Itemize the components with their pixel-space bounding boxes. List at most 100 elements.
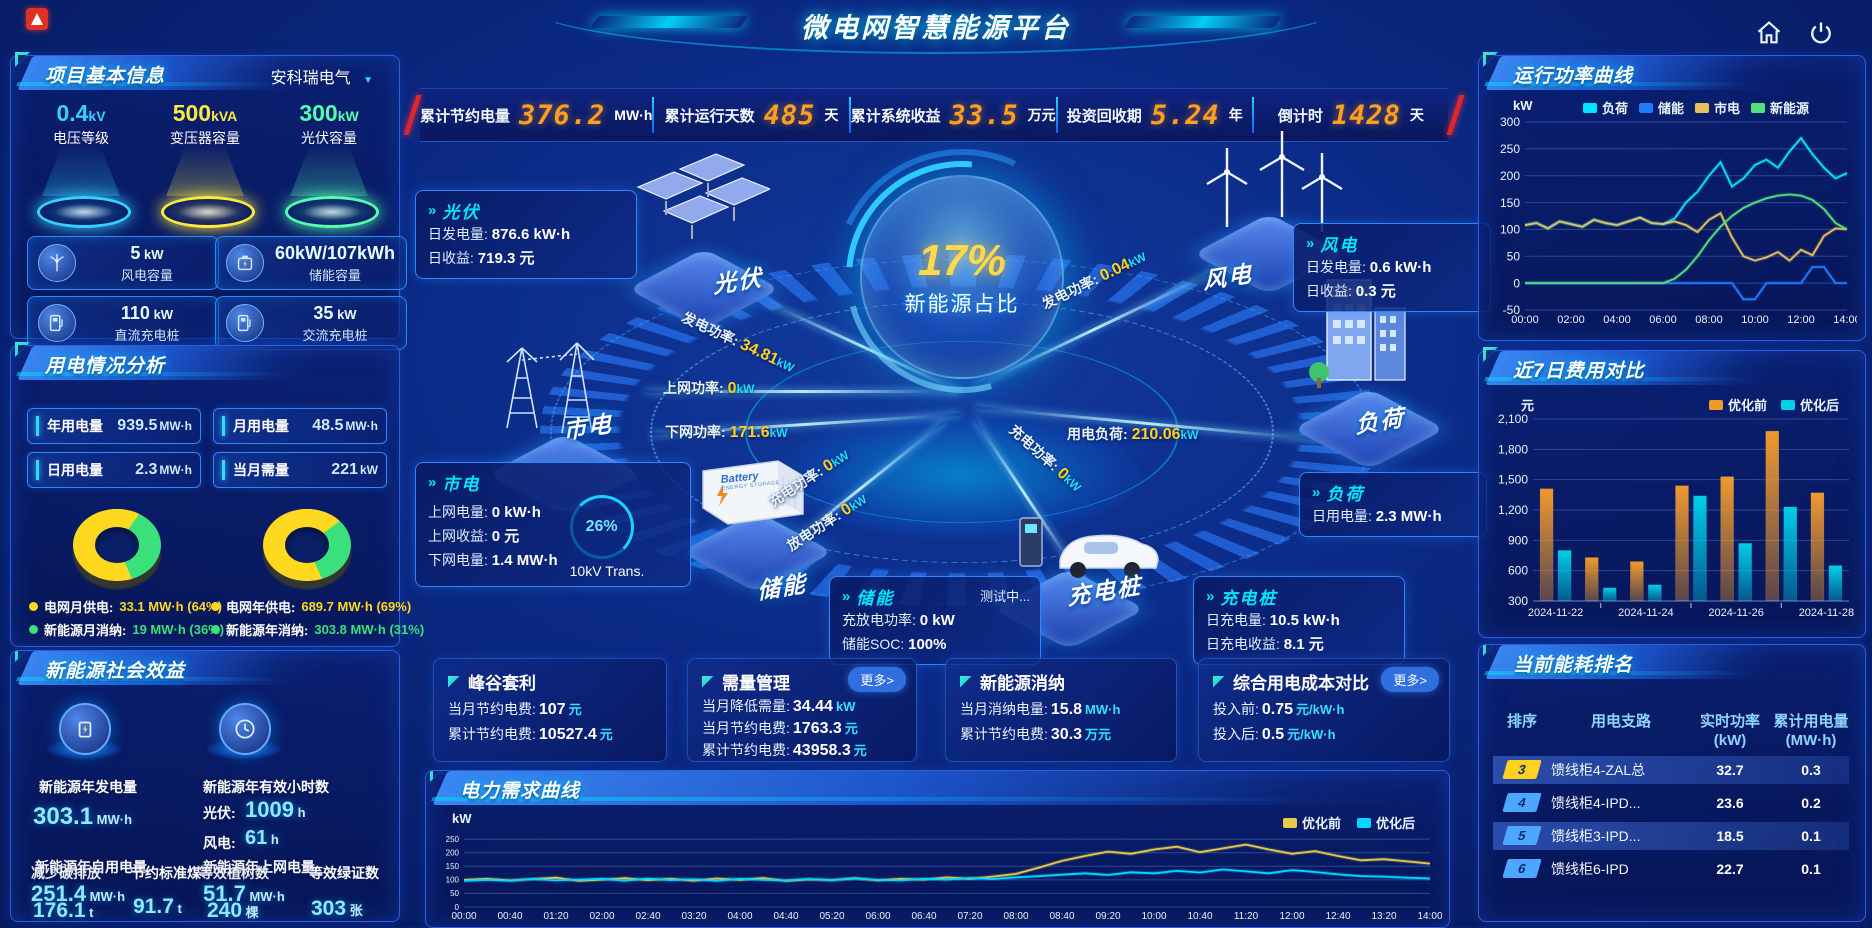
title-wing-right [1123,16,1283,28]
panel-corner-icon [702,675,714,688]
svg-text:06:00: 06:00 [865,911,890,922]
row-label: 下网电量: [428,552,492,568]
more-button[interactable]: 更多> [848,667,906,692]
row-label: 累计节约电费: [960,726,1048,742]
cost-legend-item[interactable]: 优化后 [1780,395,1839,414]
legend-value: 689.7 MW·h (69%) [301,599,412,614]
usage-legend-item[interactable]: 新能源年消纳: 303.8 MW·h (31%) [211,620,424,639]
info-card-title: » 市电 [428,470,678,495]
row-value: 0 kW [919,612,955,629]
dc-charger-icon [38,304,76,342]
info-card-row: 日收益: 0.3 元 [1306,280,1478,304]
project-stat-label: 直流充电桩 [114,327,180,343]
benefit-card: 综合用电成本对比 更多> 投入前: 0.75 元/kW·h 投入后: 0.5 元/kW·h [1198,658,1450,762]
info-card-row: 下网电量: 1.4 MW·h [428,549,558,573]
podium-item: 300kW 光伏容量 [269,100,389,148]
svg-text:50: 50 [450,889,459,898]
svg-text:10:00: 10:00 [1141,911,1166,922]
usage-stat-label: 当月需量 [233,462,289,478]
legend-label: 新能源 [1770,101,1810,116]
row-value: 1763.3 [792,720,842,737]
kpi-value: 5.24 [1150,99,1220,131]
svg-text:200: 200 [446,849,460,858]
table-row[interactable]: 4 馈线柜4-IPD... 23.6 0.2 [1493,789,1849,817]
cost-compare-title: 近7日费用对比 [1513,361,1645,382]
rank-badge: 5 [1502,826,1542,845]
legend-swatch [1708,399,1723,410]
power-cell: 32.7 [1716,761,1744,778]
svg-text:50: 50 [1507,249,1521,263]
info-card-title: » 风电 [1306,231,1478,256]
legend-value: 303.8 MW·h (31%) [314,622,425,637]
demand-legend-item[interactable]: 优化后 [1356,813,1415,832]
info-card-row: 储能SOC: 100% [842,633,1028,657]
svg-text:0: 0 [455,903,460,912]
usage-stat-label: 年用电量 [47,418,103,434]
usage-analysis-title: 用电情况分析 [45,356,166,377]
podium-disc [37,196,131,228]
project-stat-label: 风电容量 [120,267,173,283]
company-select[interactable]: 安科瑞电气 ▼ [271,64,373,88]
power-legend-item[interactable]: 负荷 [1583,98,1628,117]
kpi-unit: MW·h [614,107,653,123]
podium-unit: kV [88,108,106,124]
home-button[interactable] [1750,14,1788,52]
table-row[interactable]: 3 馈线柜4-ZAL总 32.7 0.3 [1493,755,1849,784]
info-card-row: 日充电收益: 8.1 元 [1206,633,1392,657]
svg-text:12:00: 12:00 [1279,911,1304,922]
flow-unit: kW [1180,428,1199,442]
double-chevron-icon: » [1312,484,1320,501]
usage-stat-value: 48.5 [312,417,344,434]
legend-swatch [1583,102,1597,113]
row-value: 30.3 [1050,726,1083,743]
benefit-card-title-text: 新能源消纳 [980,674,1065,693]
kpi-separator [1251,97,1254,133]
benefit-label: 等效绿证数 [309,865,379,881]
usage-legend-item[interactable]: 新能源月消纳: 19 MW·h (36%) [29,620,224,639]
pv-info-card: » 光伏 日发电量: 876.6 kW·h 日收益: 719.3 元 [415,190,637,279]
benefit-card-row: 投入后: 0.5 元/kW·h [1213,724,1435,744]
info-card-body: 日用电量: 2.3 MW·h [1312,505,1474,529]
legend-dot [211,602,220,611]
demand-legend-item[interactable]: 优化前 [1282,813,1341,832]
usage-stat-unit: MW·h [159,419,192,433]
kpi-label: 累计节约电量 [420,107,511,125]
energy-cell: 0.3 [1801,761,1821,778]
svg-text:-50: -50 [1503,303,1521,317]
demand-legend: 优化前 优化后 [1282,813,1415,832]
more-button[interactable]: 更多> [1381,667,1439,692]
project-stat-value: 60kW/107kWh [274,242,396,263]
legend-label: 优化前 [1727,398,1767,413]
benefit-label: 新能源年有效小时数 [203,779,329,795]
kpi-separator [848,97,851,133]
usage-legend-item[interactable]: 电网月供电: 33.1 MW·h (64%) [29,597,222,616]
kpi-separator [1055,97,1058,133]
svg-text:1,200: 1,200 [1498,503,1528,517]
kpi-end-mark-right [1446,95,1465,135]
benefit-value: 240 棵 [207,899,259,922]
column-header: 累计用电量 (MW·h) [1769,713,1853,751]
flow-value: 0 [727,380,737,397]
benefit-value: 176.1 t [33,899,94,922]
project-stat-label: 交流充电桩 [302,327,368,343]
power-legend-item[interactable]: 储能 [1639,98,1684,117]
power-legend-item[interactable]: 市电 [1695,98,1740,117]
row-label: 储能SOC: [842,636,909,652]
benefit-label: 风电: [203,835,236,851]
benefit-value: 251.4 MW·h [31,881,126,906]
kpi-bar: 累计节约电量 376.2 MW·h 累计运行天数 485 天累计系统收益 33.5 万元 投资回… [403,88,1465,142]
flow-value: 210.06 [1131,426,1181,443]
kpi-value: 485 [763,99,816,131]
svg-text:04:40: 04:40 [773,911,798,922]
usage-stat-label: 日用电量 [47,462,103,478]
power-legend-item[interactable]: 新能源 [1751,98,1809,117]
usage-legend-item[interactable]: 电网年供电: 689.7 MW·h (69%) [211,597,411,616]
table-row[interactable]: 6 馈线柜6-IPD 22.7 0.1 [1493,855,1849,883]
table-row[interactable]: 5 馈线柜3-IPD... 18.5 0.1 [1493,821,1849,850]
column-header-label: 排序 [1506,713,1537,730]
svg-text:01:20: 01:20 [543,911,568,922]
info-card-title-text: 负荷 [1326,485,1365,504]
legend-swatch [1282,817,1297,828]
cost-legend-item[interactable]: 优化前 [1708,395,1767,414]
power-button[interactable] [1802,14,1840,52]
